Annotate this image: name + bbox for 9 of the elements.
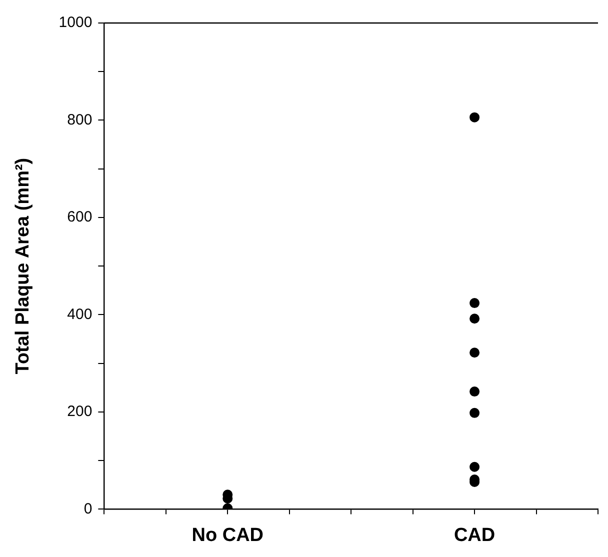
- y-tick-label: 800: [67, 111, 92, 128]
- x-tick-label: No CAD: [192, 524, 264, 546]
- y-tick-label: 400: [67, 306, 92, 323]
- x-tick-label: CAD: [454, 524, 496, 546]
- y-tick-label: 1000: [58, 14, 92, 32]
- y-tick-label: 600: [67, 208, 92, 226]
- y-axis-title: Total Plaque Area (mm²): [12, 158, 34, 374]
- y-tick-label: 0: [84, 500, 92, 518]
- y-tick-label: 200: [67, 403, 92, 420]
